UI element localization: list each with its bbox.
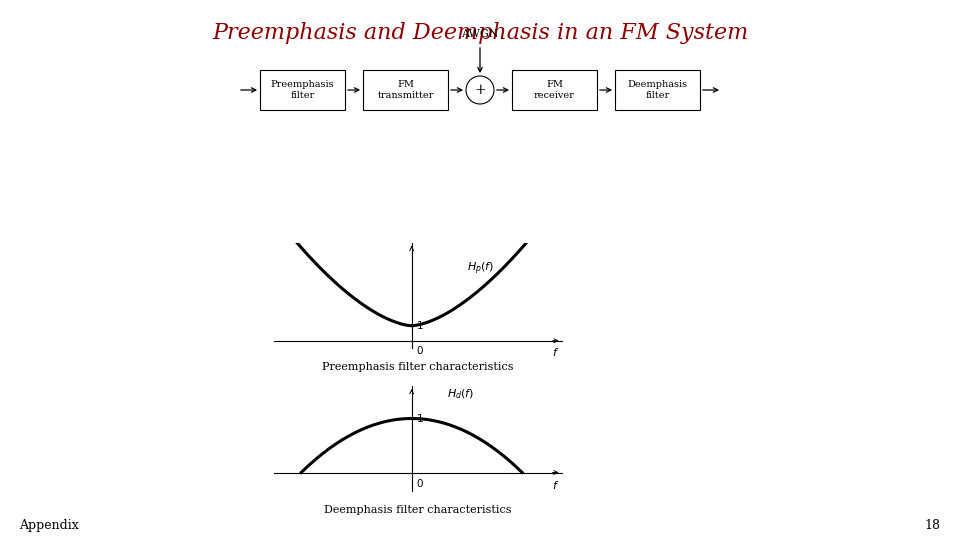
Text: 1: 1	[417, 321, 423, 330]
Text: $f$: $f$	[552, 479, 560, 491]
Text: Deemphasis filter characteristics: Deemphasis filter characteristics	[324, 505, 512, 515]
Text: 1: 1	[417, 414, 423, 423]
Text: 0: 0	[417, 346, 423, 356]
Text: Preemphasis
filter: Preemphasis filter	[271, 80, 334, 100]
Text: 0: 0	[417, 479, 423, 489]
FancyBboxPatch shape	[615, 70, 700, 110]
Text: FM
receiver: FM receiver	[534, 80, 575, 100]
Text: Appendix: Appendix	[19, 519, 79, 532]
FancyBboxPatch shape	[260, 70, 345, 110]
FancyBboxPatch shape	[363, 70, 448, 110]
Text: Preemphasis filter characteristics: Preemphasis filter characteristics	[322, 362, 514, 372]
Text: Deemphasis
filter: Deemphasis filter	[628, 80, 687, 100]
Text: 18: 18	[924, 519, 941, 532]
Text: FM
transmitter: FM transmitter	[377, 80, 434, 100]
Text: Preemphasis and Deemphasis in an FM System: Preemphasis and Deemphasis in an FM Syst…	[212, 22, 748, 44]
Text: $H_d(f)$: $H_d(f)$	[447, 387, 474, 401]
Circle shape	[466, 76, 494, 104]
Text: $f$: $f$	[552, 346, 560, 358]
Text: AWGN: AWGN	[461, 29, 499, 39]
Text: $H_p(f)$: $H_p(f)$	[467, 260, 494, 277]
Text: +: +	[474, 83, 486, 97]
FancyBboxPatch shape	[512, 70, 597, 110]
